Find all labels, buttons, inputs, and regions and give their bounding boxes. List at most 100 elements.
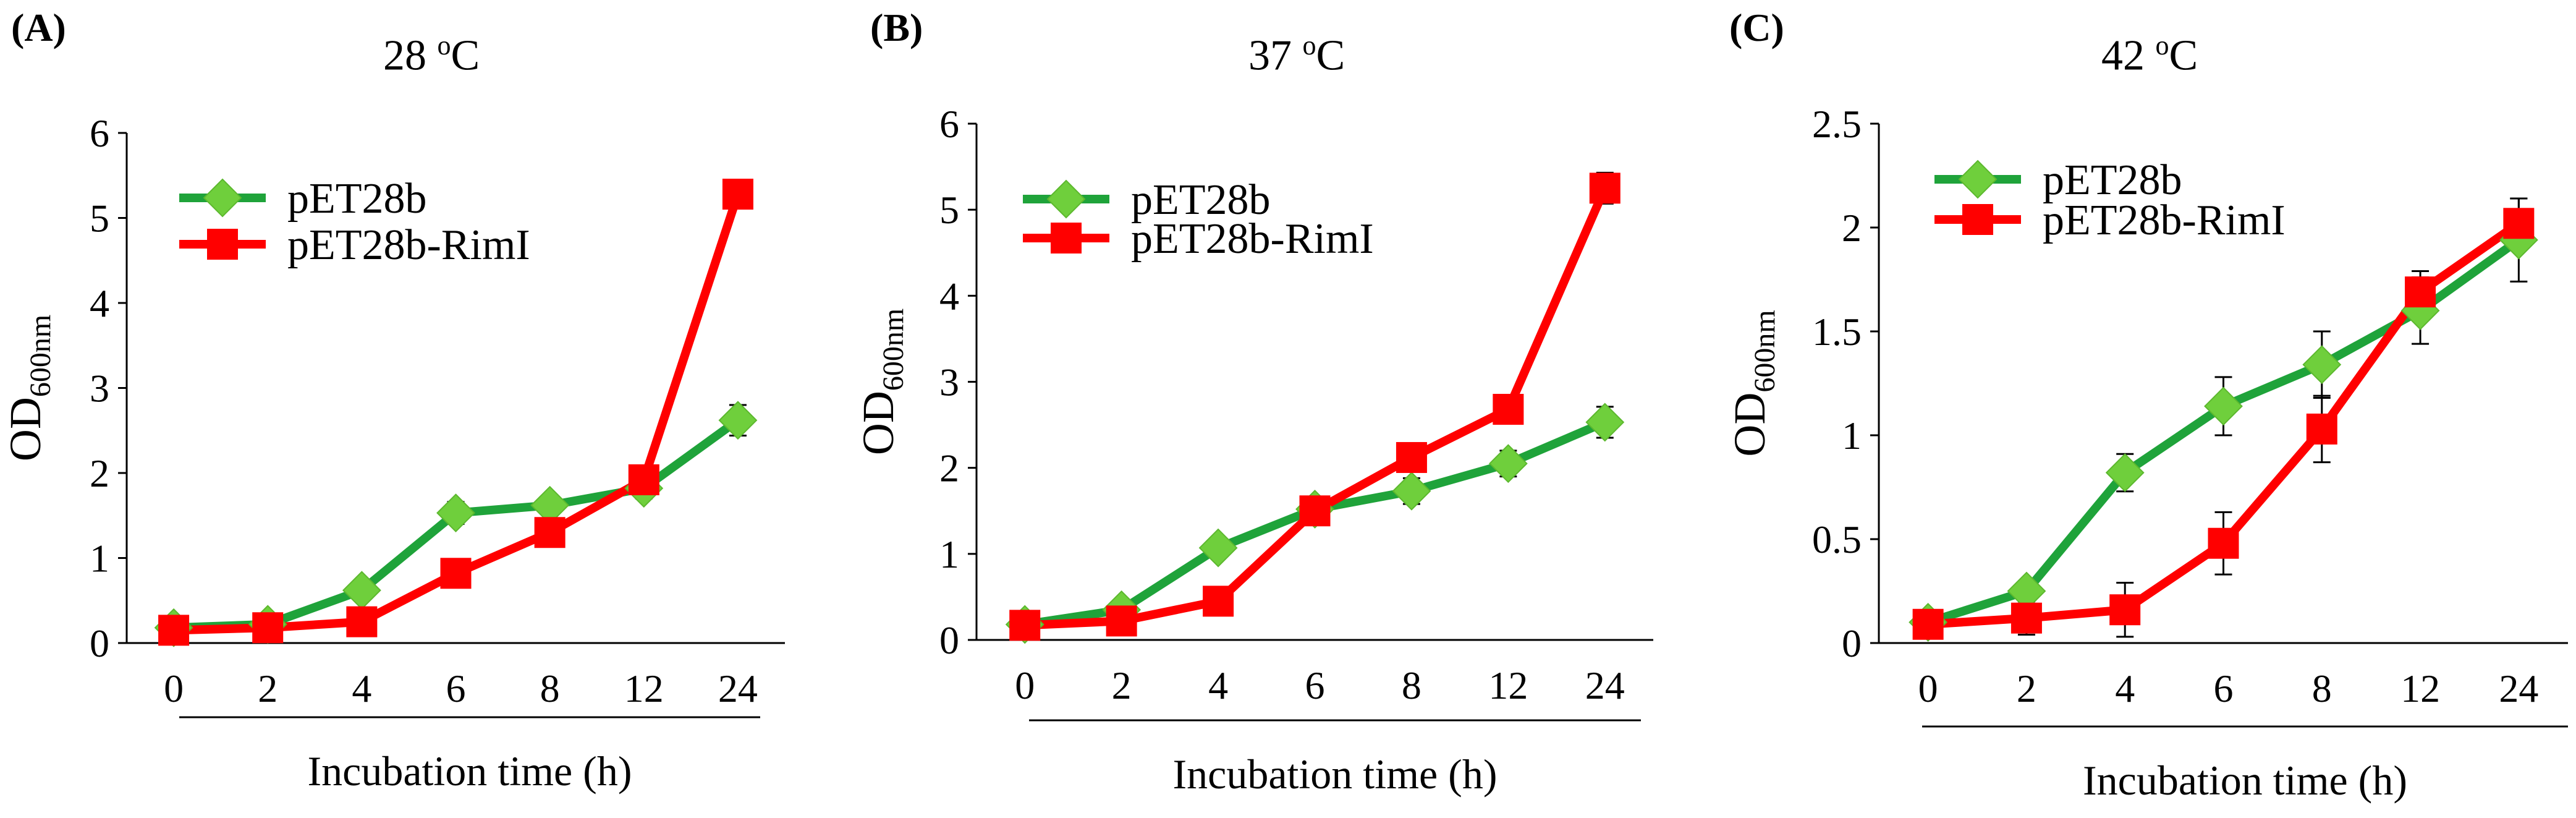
y-tick-label: 0 [939, 618, 959, 662]
y-tick-label: 0 [1842, 621, 1862, 665]
legend-item: pET28b-RimI [179, 221, 530, 269]
legend-item: pET28b [179, 175, 427, 223]
chart-title: 28 oC [383, 30, 480, 80]
x-tick-label: 8 [1402, 663, 1421, 707]
data-point-marker [1962, 204, 1993, 235]
data-point-marker [2010, 602, 2042, 634]
panel-label: (B) [870, 6, 923, 49]
y-axis-label-main: OD [1725, 393, 1774, 457]
data-point-marker [1585, 403, 1625, 442]
y-tick-label: 2.5 [1812, 102, 1862, 146]
y-tick-label: 3 [939, 360, 959, 404]
y-tick-label: 2 [939, 446, 959, 490]
y-axis-label-sub: 600nm [24, 315, 57, 397]
x-tick-label: 2 [1112, 663, 1132, 707]
y-tick-label: 1 [939, 532, 959, 576]
data-point-marker [2302, 345, 2342, 385]
data-point-marker [534, 517, 566, 548]
legend-label: pET28b-RimI [1131, 215, 1374, 263]
panel-label: (A) [11, 6, 66, 49]
data-point-marker [722, 179, 753, 210]
panel-a: (A) 28 oC 0 1 2 3 4 5 6 0 2 4 6 8 12 24 Incubation tim… [0, 0, 859, 818]
x-tick-label: 6 [446, 667, 466, 710]
legend-label: pET28b [2043, 156, 2182, 204]
x-tick-label: 12 [2400, 667, 2440, 710]
data-point-marker [2109, 594, 2141, 626]
legend-item: pET28b [1934, 156, 2182, 204]
title-unit: C [451, 32, 480, 80]
x-tick-label: 4 [1208, 663, 1228, 707]
data-point-marker [1912, 608, 1944, 640]
data-point-marker [628, 464, 659, 495]
title-value: 37 [1248, 32, 1303, 80]
data-point-marker [440, 558, 472, 589]
legend-label: pET28b-RimI [2043, 197, 2286, 244]
x-tick-label: 6 [2214, 667, 2234, 710]
y-tick-label: 2 [90, 451, 109, 495]
data-point-marker [1493, 394, 1524, 425]
series-markers [154, 401, 758, 647]
legend-label: pET28b [1131, 176, 1271, 224]
title-degree: o [2155, 30, 2169, 61]
x-axis-label: Incubation time (h) [2083, 757, 2407, 804]
x-tick-label: 24 [1585, 663, 1625, 707]
data-point-marker [718, 401, 758, 440]
data-point-marker [252, 612, 284, 644]
y-tick-label: 0 [90, 621, 109, 665]
data-point-marker [1046, 179, 1086, 219]
data-point-marker [1392, 471, 1431, 511]
x-tick-label: 4 [2115, 667, 2135, 710]
data-point-marker [1958, 160, 1998, 199]
data-point-marker [2208, 527, 2239, 559]
data-point-marker [436, 493, 475, 533]
panel-b: (B) 37 oC 0 1 2 3 4 5 6 0 2 4 6 8 12 24 Incubation tim… [859, 0, 1718, 818]
x-tick-label: 8 [540, 667, 560, 710]
y-axis-label-main: OD [1, 397, 50, 461]
legend-item: pET28b-RimI [1023, 215, 1374, 263]
x-tick-label: 0 [164, 667, 184, 710]
data-point-marker [2503, 208, 2535, 239]
y-axis-label: OD600nm [1, 315, 57, 461]
x-tick-label: 2 [2017, 667, 2036, 710]
y-tick-label: 6 [939, 102, 959, 146]
data-point-marker [2306, 413, 2337, 445]
y-axis-label-sub: 600nm [877, 309, 910, 391]
data-point-marker [1106, 605, 1137, 637]
data-point-marker [1488, 444, 1528, 484]
x-tick-label: 8 [2312, 667, 2332, 710]
chart-title: 42 oC [2101, 30, 2198, 80]
data-point-marker [1589, 173, 1621, 204]
series-markers [158, 179, 753, 646]
y-axis-label: OD600nm [1725, 310, 1781, 456]
data-point-marker [203, 178, 242, 218]
x-tick-label: 4 [352, 667, 371, 710]
data-point-marker [1203, 586, 1234, 617]
data-point-marker [1009, 610, 1041, 641]
data-point-marker [346, 606, 378, 637]
data-point-marker [1198, 528, 1238, 568]
data-point-marker [2105, 453, 2145, 492]
x-tick-label: 0 [1015, 663, 1035, 707]
y-tick-label: 1.5 [1812, 310, 1862, 354]
data-point-marker [158, 615, 190, 646]
x-tick-label: 24 [2499, 667, 2538, 710]
data-point-marker [207, 229, 238, 260]
title-degree: o [437, 30, 451, 61]
x-tick-label: 0 [1918, 667, 1938, 710]
x-tick-label: 2 [258, 667, 278, 710]
series-markers [1912, 208, 2535, 640]
series-markers [1009, 173, 1621, 641]
title-value: 42 [2101, 32, 2156, 80]
y-tick-label: 1 [1842, 414, 1862, 458]
y-axis-label-main: OD [859, 391, 903, 455]
y-tick-label: 0.5 [1812, 518, 1862, 561]
x-tick-label: 24 [718, 667, 758, 710]
y-tick-label: 4 [90, 281, 109, 325]
x-axis-label: Incubation time (h) [1173, 751, 1498, 798]
panel-c: (C) 42 oC 0 0.5 1 1.5 2 2.5 0 2 4 6 8 12 24 Incubatio… [1718, 0, 2576, 818]
y-tick-label: 6 [90, 111, 109, 155]
y-tick-label: 2 [1842, 206, 1862, 250]
x-tick-label: 6 [1305, 663, 1325, 707]
